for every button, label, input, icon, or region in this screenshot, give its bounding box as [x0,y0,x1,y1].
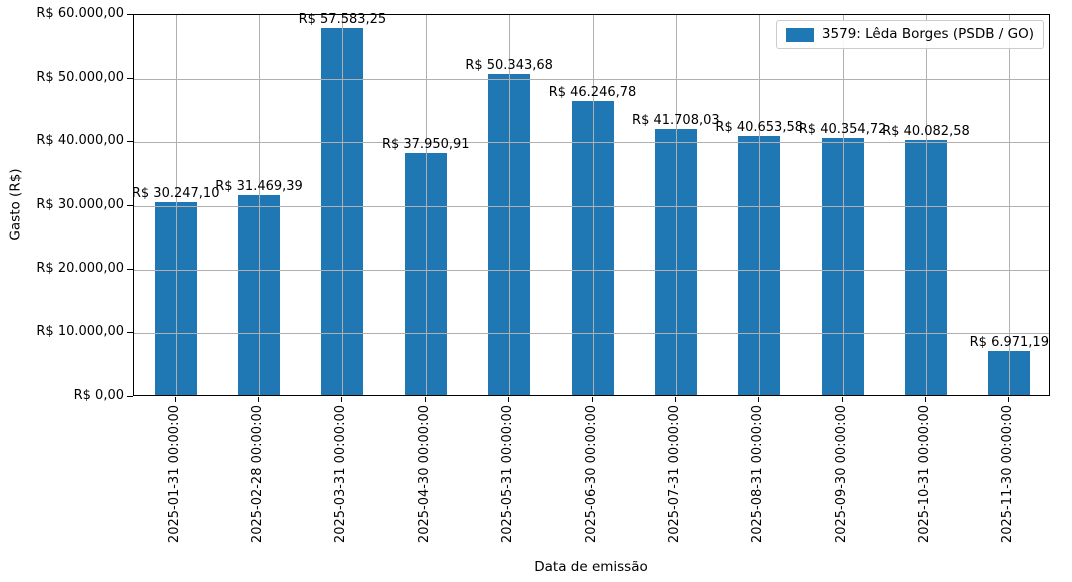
x-tick-label: 2025-01-31 00:00:00 [166,405,182,544]
y-tick [127,77,133,79]
x-tick-label: 2025-03-31 00:00:00 [333,405,349,544]
x-tick-label: 2025-08-31 00:00:00 [750,405,766,544]
y-tick-label: R$ 20.000,00 [36,260,124,276]
gridline-h [134,269,1049,271]
x-tick-label: 2025-05-31 00:00:00 [500,405,516,544]
bar-value-label: R$ 31.469,39 [215,178,303,194]
legend-swatch [785,27,814,42]
gridline-v [259,15,261,395]
x-tick-label: 2025-09-30 00:00:00 [833,405,849,544]
y-tick [127,396,133,397]
y-tick [127,141,133,143]
x-tick [508,397,510,402]
x-tick [1008,397,1010,402]
grid-layer [134,15,1049,395]
bar-value-label: R$ 40.082,58 [882,123,970,139]
x-tick [341,397,343,402]
plot-area: R$ 30.247,10 R$ 31.469,39 R$ 57.583,25 R$ 3… [132,12,1050,396]
y-tick [127,268,133,270]
x-tick [424,397,426,402]
bar-value-label: R$ 30.247,10 [131,186,220,202]
y-tick-label: R$ 50.000,00 [36,69,124,85]
x-tick [924,397,926,402]
x-tick [758,397,760,402]
gridline-h [134,206,1049,207]
gridline-v [925,15,927,395]
x-tick-label: 2025-06-30 00:00:00 [583,405,599,544]
gridline-v [425,15,427,395]
gridline-v [509,15,511,395]
bar-value-label: R$ 41.708,03 [632,113,720,129]
value-labels-layer: R$ 30.247,10 R$ 31.469,39 R$ 57.583,25 R$ 3… [132,12,1049,395]
y-tick [127,14,133,15]
x-axis-title: Data de emissão [534,559,648,575]
bar-value-label: R$ 6.971,19 [969,334,1049,350]
gridline-v [842,15,844,395]
bar-value-label: R$ 40.354,72 [798,122,887,138]
legend-label: 3579: Lêda Borges (PSDB / GO) [821,26,1034,42]
y-tick-label: R$ 40.000,00 [36,133,124,149]
gridline-v [1009,15,1011,395]
y-tick-label: R$ 0,00 [73,388,124,403]
gridline-h [134,78,1049,80]
y-tick-label: R$ 10.000,00 [36,324,124,340]
x-tick [841,397,843,402]
gridline-h [134,333,1049,335]
bar-value-label: R$ 50.343,68 [465,58,553,74]
y-tick [127,332,133,334]
y-tick [127,205,133,206]
x-tick-label: 2025-07-31 00:00:00 [666,405,682,544]
bar-value-label: R$ 37.950,91 [381,137,470,153]
x-tick-label: 2025-02-28 00:00:00 [250,405,266,544]
y-tick-label: R$ 60.000,00 [36,6,124,21]
x-tick [591,397,593,402]
gridline-v [175,15,177,395]
bar-value-label: R$ 40.653,58 [715,120,804,136]
gridline-v [759,15,761,395]
x-tick-label: 2025-04-30 00:00:00 [416,405,432,544]
x-tick-label: 2025-11-30 00:00:00 [1000,405,1016,544]
x-tick [174,397,176,402]
gridline-v [342,15,344,395]
x-tick-label: 2025-10-31 00:00:00 [916,405,932,544]
bar-value-label: R$ 57.583,25 [298,12,387,28]
gridline-h [134,142,1049,144]
legend: 3579: Lêda Borges (PSDB / GO) [775,20,1044,49]
y-tick-label: R$ 30.000,00 [36,197,124,212]
gridline-v [675,15,677,395]
x-tick [674,397,676,402]
gridline-v [592,15,594,395]
x-tick [258,397,260,402]
bar-value-label: R$ 46.246,78 [548,84,637,100]
